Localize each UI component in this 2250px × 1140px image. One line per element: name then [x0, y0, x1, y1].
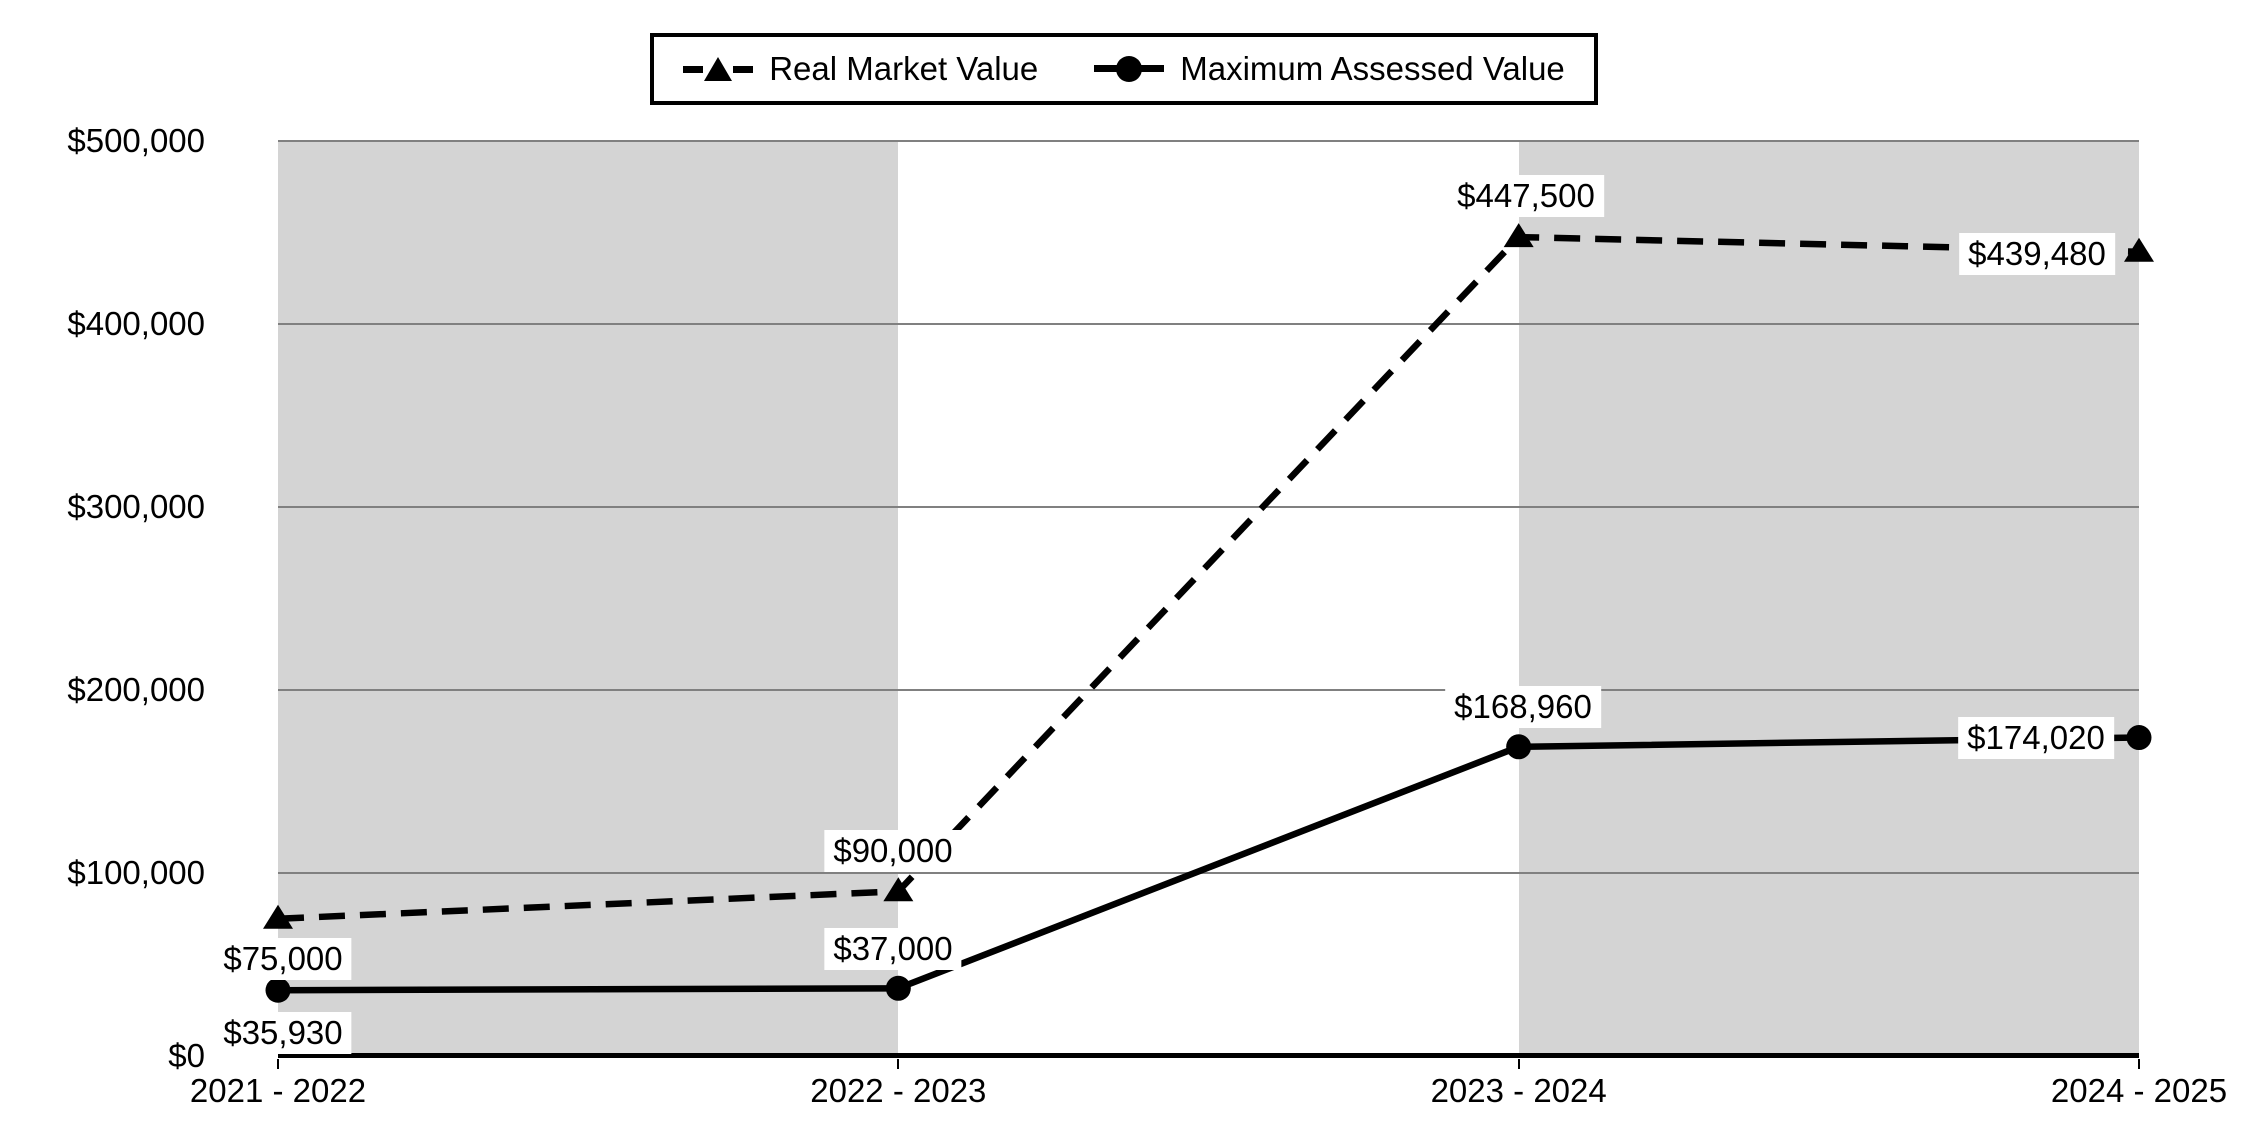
data-label: $439,480 [1959, 233, 2115, 275]
x-axis-tick [2138, 1059, 2140, 1069]
y-axis-tick-label: $0 [168, 1037, 205, 1074]
triangle-marker [1503, 223, 1534, 248]
gridline [278, 689, 2139, 691]
legend-entry-maximum-assessed-value: Maximum Assessed Value [1094, 50, 1565, 88]
circle-marker-icon [1116, 56, 1143, 82]
y-axis-tick-label: $100,000 [67, 854, 205, 891]
dash-segment [733, 65, 754, 73]
legend-label-real-market-value: Real Market Value [769, 50, 1039, 87]
x-axis-line [278, 1053, 2139, 1058]
y-axis-tick-label: $400,000 [67, 305, 205, 342]
gridline [278, 506, 2139, 508]
series-line-maximum-assessed-value [277, 734, 2140, 994]
solid-line-circle-marker-icon [1094, 56, 1165, 82]
plot-area: $75,000 $90,000 $447,500 $439,480 $35,930 $37… [214, 140, 2154, 1069]
y-axis-labels: $0 $100,000 $200,000 $300,000 $400,000 $500,0… [0, 0, 205, 1140]
data-label: $75,000 [214, 938, 352, 980]
circle-marker [1506, 734, 1532, 760]
legend: Real Market Value Maximum Assessed Value [650, 33, 1598, 105]
gridline [278, 323, 2139, 325]
x-axis-tick-label: 2022 - 2023 [810, 1072, 987, 1109]
circle-marker [2126, 725, 2152, 751]
series-lines [263, 223, 2154, 1003]
triangle-marker [883, 877, 914, 902]
triangle-marker [263, 904, 293, 929]
y-axis-tick-label: $300,000 [67, 488, 205, 525]
data-label: $174,020 [1958, 717, 2114, 759]
legend-label-maximum-assessed-value: Maximum Assessed Value [1180, 50, 1565, 87]
x-axis-tick-label: 2023 - 2024 [1430, 1072, 1607, 1109]
data-label: $37,000 [824, 928, 962, 970]
dash-segment [683, 65, 704, 73]
data-label: $447,500 [1448, 175, 1604, 217]
plot-band [1518, 141, 2139, 1056]
circle-marker [885, 975, 911, 1001]
circle-marker [265, 977, 291, 1003]
data-label: $90,000 [824, 830, 962, 872]
gridline [278, 140, 2139, 142]
data-label: $35,930 [214, 1012, 352, 1054]
dashed-line-triangle-marker-icon [683, 56, 754, 82]
series-line-real-market-value [277, 233, 2140, 922]
data-label: $168,960 [1445, 686, 1601, 728]
gridline [278, 872, 2139, 874]
triangle-marker [2124, 237, 2154, 262]
x-axis-tick-label: 2024 - 2025 [2050, 1072, 2228, 1109]
x-axis-tick [1517, 1059, 1520, 1069]
legend-entry-real-market-value: Real Market Value [683, 50, 1038, 88]
x-axis-tick [277, 1059, 279, 1069]
y-axis-tick-label: $500,000 [67, 122, 205, 159]
triangle-marker-icon [704, 57, 733, 81]
x-axis-tick [897, 1059, 900, 1069]
y-axis-tick-label: $200,000 [67, 671, 205, 708]
